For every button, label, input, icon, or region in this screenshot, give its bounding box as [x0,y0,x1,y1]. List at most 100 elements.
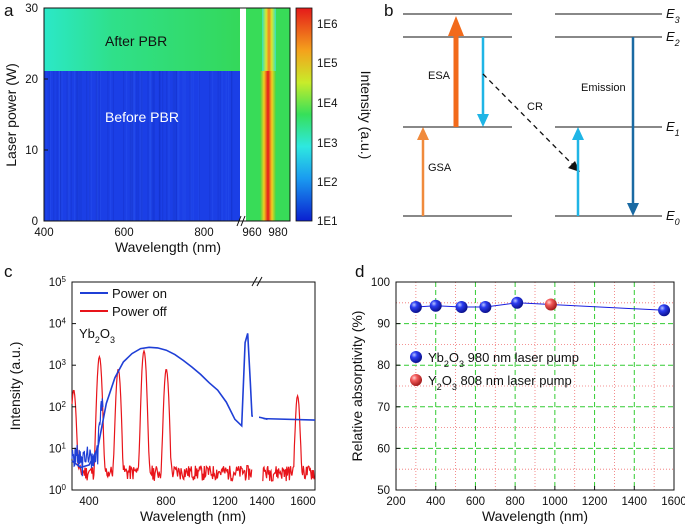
d-xtick-label: 800 [506,496,525,508]
heatmap-streak [86,71,88,221]
cb-tick-1e2: 1E2 [317,177,337,189]
panel-c-lines [71,283,316,489]
heatmap-streak [175,71,177,221]
heatmap-streak [48,71,50,221]
c-ytick-label: 101 [49,441,67,456]
heatmap-streak [74,71,76,221]
a-xlabel: Wavelength (nm) [115,239,221,255]
heatmap-streak [132,71,134,221]
heatmap-streak [112,71,114,221]
d-ytick-label: 50 [377,485,390,497]
heatmap-streak [132,71,134,221]
panel-a-yticks: 0 10 20 30 [25,3,48,228]
heatmap-streak [140,71,142,221]
d-xlabel: Wavelength (nm) [482,508,588,524]
heatmap-streak [231,71,233,221]
panel-d-grid [396,282,674,490]
heatmap-streak [150,71,152,221]
c-ytick-label: 103 [49,358,67,373]
legend-yb-marker [410,351,422,363]
panel-c-xticks: 400 800 1200 1400 1600 [79,276,316,508]
colorbar [295,7,313,222]
heatmap-streak [66,71,68,221]
cb-tick-1e6: 1E6 [317,19,337,31]
heatmap-streak [158,71,160,221]
esa-arrowhead [448,16,464,36]
heatmap-streak [166,71,168,221]
cb-tick-1e3: 1E3 [317,138,337,150]
heatmap-streak [133,71,135,221]
heatmap-streak [68,71,70,221]
heatmap-streak [133,71,135,221]
heatmap-streak [173,71,175,221]
heatmap-streak [140,71,142,221]
emission-label: Emission [581,82,626,94]
heatmap-streak [130,71,132,221]
c-break-mark-1 [251,276,258,287]
peak-after [262,8,276,71]
panel-d-marks [409,296,671,317]
panel-d-ticks: 200 400 600 800 1000 1200 1400 1600 50 60 70 80 90 10… [371,277,685,508]
c-break-mark-2 [256,276,263,287]
heatmap-streak [67,71,69,221]
legend-y-label: Y2O3 808 nm laser pump [428,373,572,392]
heatmap-streak [149,71,151,221]
c-ytick-label: 100 [49,483,67,498]
d-ytick-label: 60 [377,443,390,455]
heatmap-streak [129,71,131,221]
heatmap-streak [76,71,78,221]
d-ytick-label: 100 [371,277,390,289]
c-xlabel: Wavelength (nm) [140,508,246,524]
a-ytick-10: 10 [25,145,38,157]
a-xtick-960: 960 [242,227,261,239]
heatmap-streak [49,71,51,221]
gsa-label: GSA [428,162,452,174]
heatmap-streak [182,71,184,221]
a-ytick-30: 30 [25,3,38,15]
heatmap-streak [60,71,61,221]
panel-a-tag: a [4,1,14,20]
yb-point [455,300,468,313]
heatmap-streak [153,71,155,221]
heatmap-streak [99,71,101,221]
d-xtick-label: 200 [386,496,405,508]
a-xtick-980: 980 [268,227,287,239]
heatmap-streak [90,71,92,221]
heatmap-streak [77,71,79,221]
legend-power-on: Power on [112,286,167,301]
d-xtick-label: 1400 [621,496,647,508]
c-xtick-1600: 1600 [290,496,316,508]
heatmap-streak [80,71,82,221]
yb-point [511,296,524,309]
panel-d-tag: d [355,262,364,281]
a-ytick-0: 0 [32,216,38,228]
heatmap-streak [59,71,61,221]
panel-a-frame [43,7,291,222]
heatmap-streak [96,71,98,221]
series-power-on [71,333,268,469]
c-xtick-800: 800 [156,496,175,508]
heatmap-streak [59,71,61,221]
d-ytick-label: 80 [377,360,390,372]
heatmap-streak [89,71,90,221]
heatmap-streak [172,71,174,221]
heatmap-streak [95,71,97,221]
heatmap-streak [184,71,186,221]
heatmap-streak [189,71,191,221]
panel-c-frame [71,281,316,491]
heatmap-streak [198,71,200,221]
heatmap-streak [147,71,149,221]
heatmap-streak [190,71,192,221]
a-xtick-400: 400 [34,227,53,239]
a-break-mark-2 [240,215,246,227]
heatmap-streak [136,71,138,221]
heatmap-streak [78,71,80,221]
heatmap-streak [219,71,221,221]
heatmap-streak [61,71,63,221]
heatmap-streak [130,71,131,221]
panel-c: c 100 101 102 103 104 105 400 800 1200 1400 1… [4,262,316,524]
level-e0-label: E0 [666,208,680,227]
legend-y-marker [410,374,422,386]
energy-levels [403,13,662,217]
heatmap-streak [45,71,47,221]
